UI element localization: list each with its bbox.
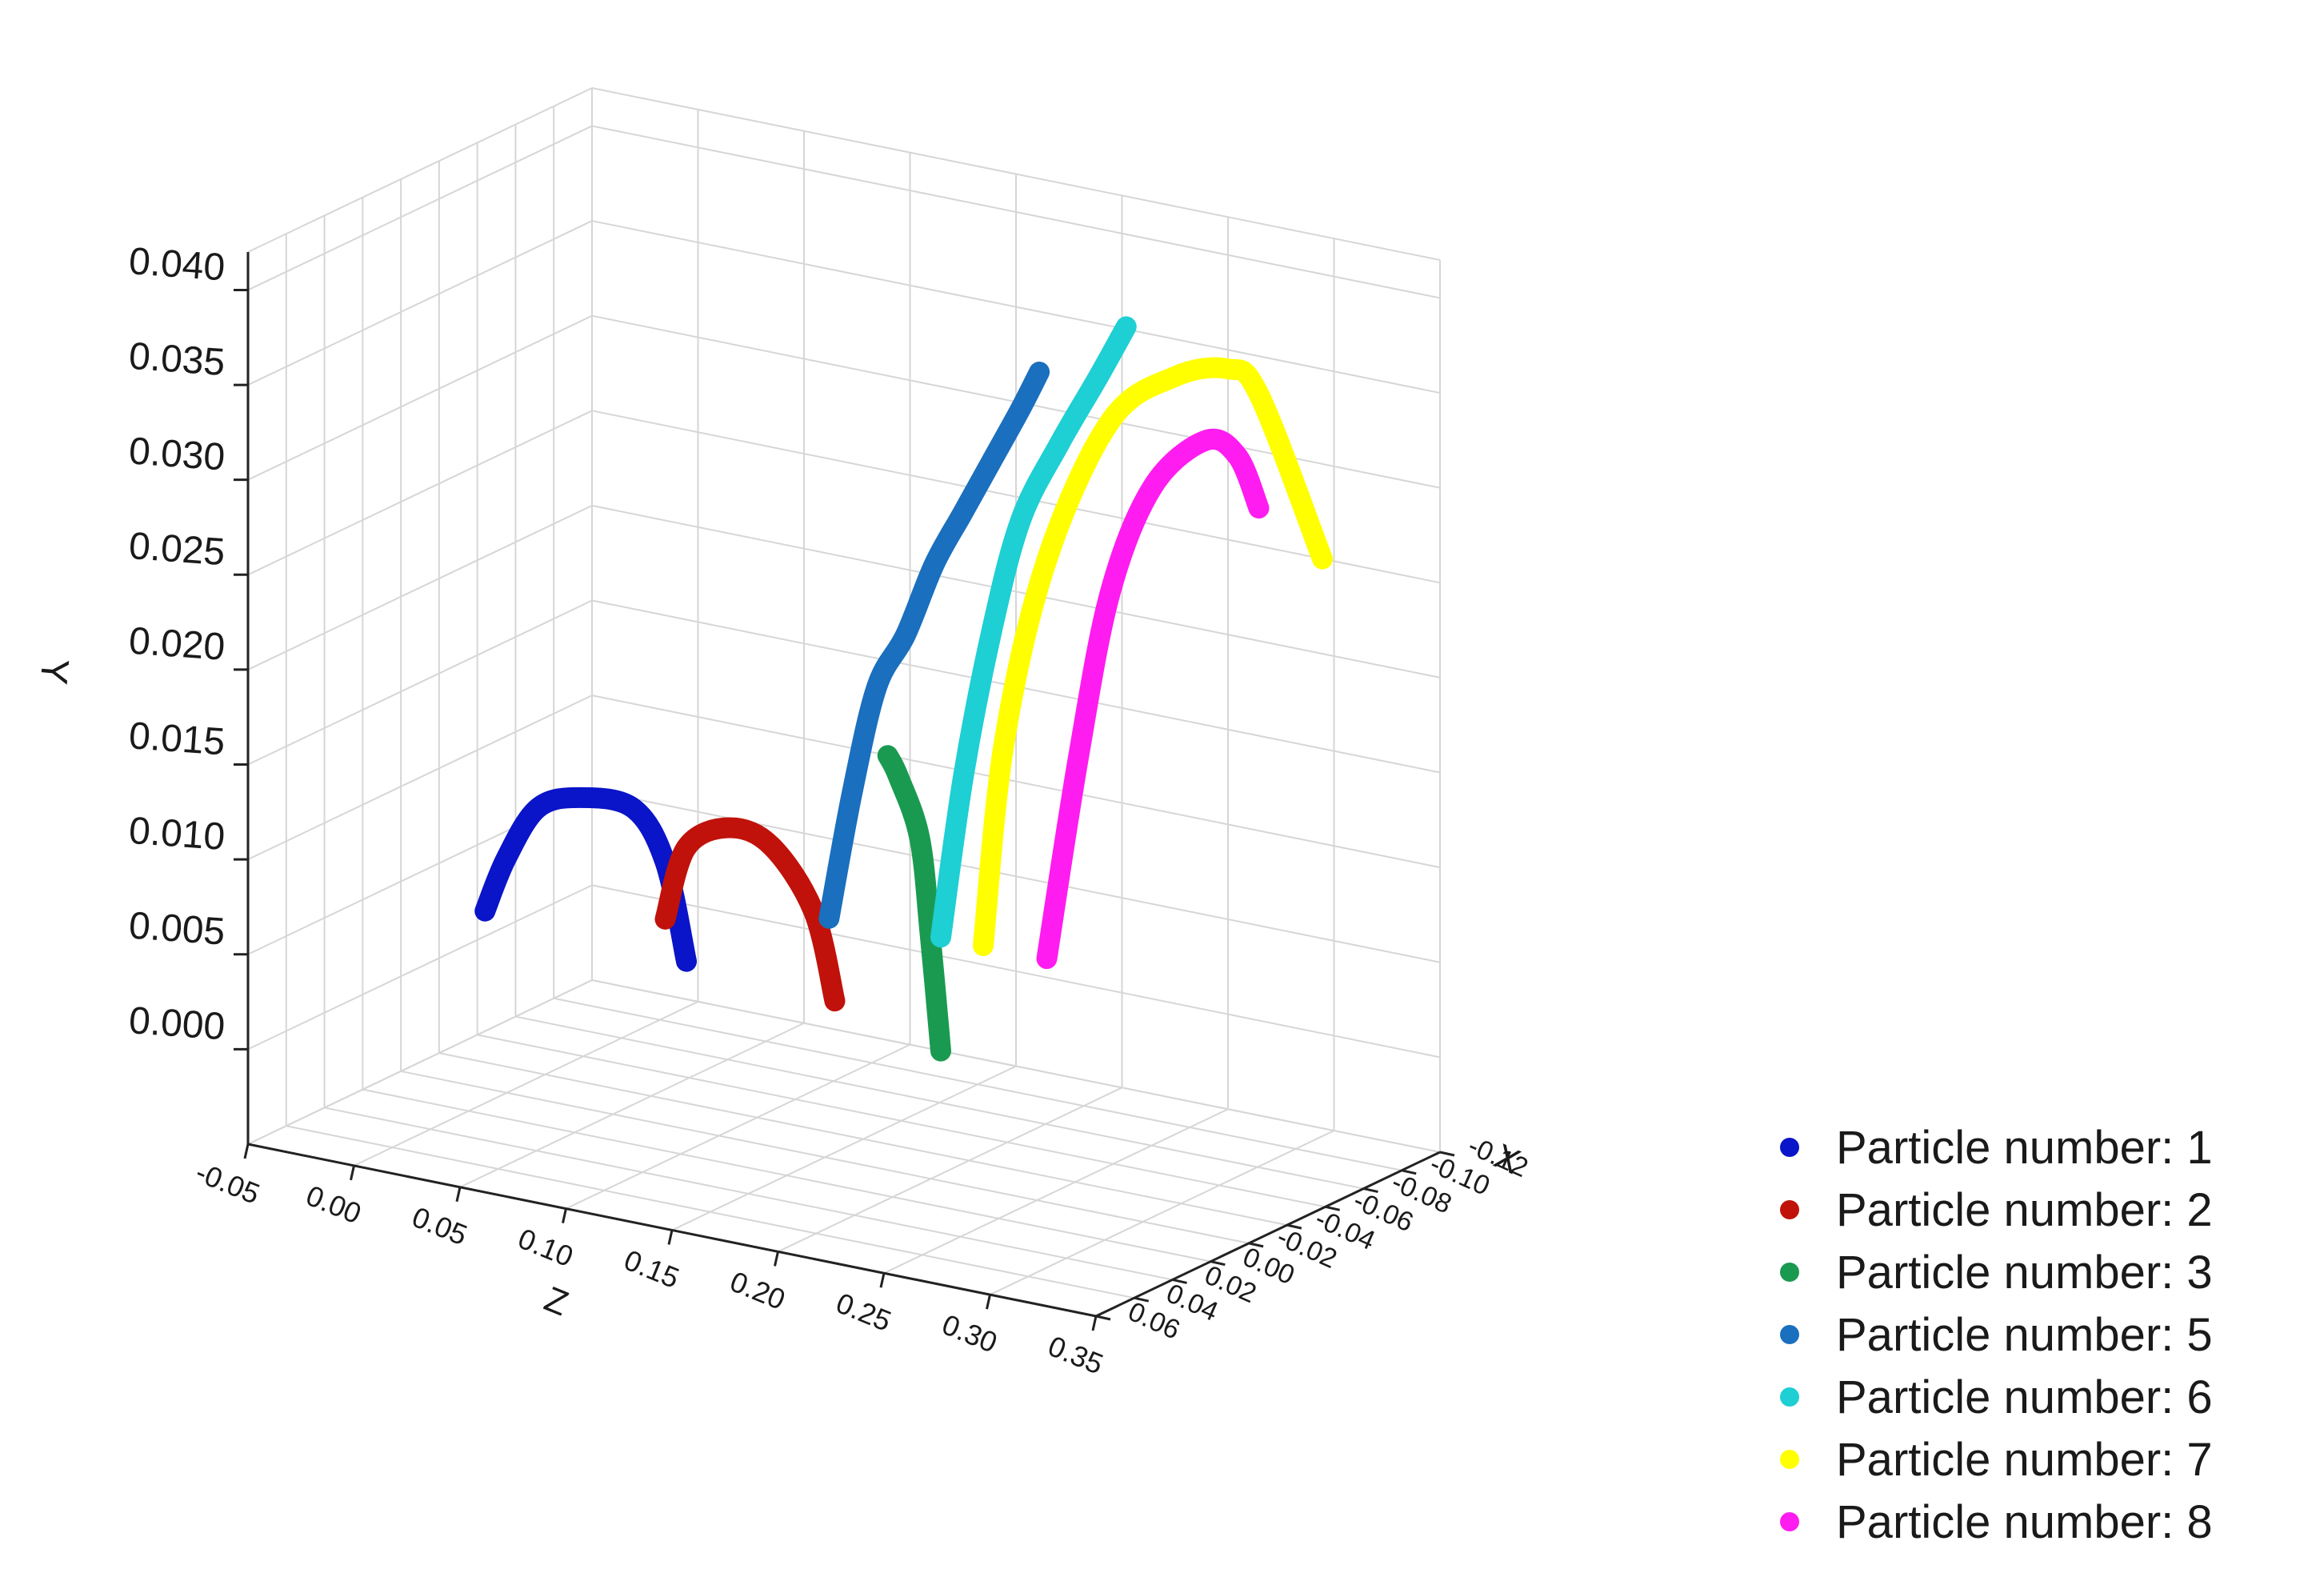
- grid-line: [883, 1108, 1229, 1275]
- grid-line: [286, 1125, 1134, 1299]
- z-tick-label: -0.05: [191, 1155, 264, 1211]
- legend-label: Particle number: 7: [1836, 1433, 2213, 1486]
- grid-line: [438, 1052, 1288, 1227]
- legend-item: Particle number: 2: [1780, 1179, 2213, 1241]
- legend-label: Particle number: 6: [1836, 1371, 2213, 1423]
- grid-line: [247, 884, 593, 1051]
- y-tick-label: 0.025: [127, 525, 226, 574]
- grid-line: [247, 505, 593, 670]
- legend-label: Particle number: 3: [1836, 1246, 2213, 1299]
- series-7-trajectory: [1036, 428, 1270, 970]
- legend-label: Particle number: 2: [1836, 1183, 2213, 1236]
- x-axis-line: [1095, 1151, 1441, 1318]
- grid-line: [247, 979, 593, 1145]
- series-3-trajectory: [877, 745, 951, 1062]
- legend-item: Particle number: 6: [1780, 1366, 2213, 1428]
- z-tick-label: 0.35: [1044, 1329, 1108, 1380]
- z-tick-mark: [350, 1165, 355, 1181]
- legend-marker: [1780, 1387, 1799, 1407]
- grid-line: [477, 1034, 1326, 1208]
- grid: [247, 87, 1441, 1317]
- z-tick-label: 0.20: [726, 1265, 790, 1316]
- y-tick-label: 0.040: [127, 240, 226, 289]
- axes: [234, 252, 1455, 1331]
- grid-line: [247, 314, 593, 481]
- legend-item: Particle number: 7: [1780, 1428, 2213, 1491]
- z-tick-label: 0.10: [514, 1222, 578, 1273]
- legend-marker: [1780, 1200, 1799, 1219]
- z-tick-label: 0.15: [620, 1243, 684, 1295]
- legend-marker: [1780, 1450, 1799, 1469]
- z-tick-mark: [243, 1143, 250, 1159]
- x-tick-mark: [1286, 1223, 1302, 1230]
- y-tick-label: 0.015: [127, 714, 226, 763]
- y-tick-label: 0.000: [127, 999, 226, 1048]
- series-4-trajectory: [818, 362, 1050, 929]
- grid-line: [354, 1000, 698, 1167]
- grid-line: [459, 1022, 805, 1188]
- legend: Particle number: 1 Particle number: 2 Part…: [1780, 1116, 2213, 1553]
- z-tick-label: 0.00: [302, 1179, 366, 1230]
- grid-line: [566, 1043, 910, 1210]
- grid-line: [400, 1070, 1250, 1244]
- z-tick-mark: [667, 1230, 674, 1245]
- z-tick-label: 0.25: [832, 1287, 896, 1338]
- legend-marker: [1780, 1263, 1799, 1282]
- tick-labels: 0.040 0.035 0.030 0.025 0.020 0.015 0.010 0.005…: [32, 240, 1533, 1380]
- legend-label: Particle number: 1: [1836, 1121, 2213, 1174]
- x-tick-mark: [1439, 1151, 1455, 1157]
- z-tick-mark: [562, 1208, 567, 1223]
- z-tick-mark: [879, 1272, 886, 1288]
- legend-marker: [1780, 1325, 1799, 1344]
- z-tick-mark: [455, 1187, 462, 1203]
- y-axis-title: Y: [32, 657, 77, 686]
- legend-label: Particle number: 8: [1836, 1495, 2213, 1548]
- legend-item: Particle number: 3: [1780, 1241, 2213, 1303]
- legend-marker: [1780, 1138, 1799, 1157]
- legend-marker: [1780, 1512, 1799, 1531]
- legend-item: Particle number: 5: [1780, 1303, 2213, 1366]
- grid-line: [671, 1065, 1017, 1231]
- z-tick-label: 0.05: [408, 1200, 472, 1251]
- series-5-trajectory: [930, 316, 1137, 948]
- x-tick-mark: [1172, 1278, 1187, 1284]
- y-tick-label: 0.035: [127, 335, 226, 384]
- x-tick-mark: [1401, 1169, 1417, 1175]
- series-6-trajectory: [973, 357, 1333, 956]
- z-axis-title: Z: [539, 1279, 574, 1324]
- z-tick-mark: [986, 1294, 991, 1310]
- grid-line: [554, 997, 1402, 1171]
- x-tick-mark: [1210, 1260, 1226, 1267]
- x-tick-mark: [1095, 1315, 1111, 1321]
- z-tick-label: 0.30: [938, 1307, 1002, 1359]
- x-tick-mark: [1248, 1242, 1264, 1248]
- legend-label: Particle number: 5: [1836, 1308, 2213, 1361]
- series-layer: [474, 316, 1333, 1062]
- series-2-trajectory: [654, 817, 846, 1012]
- y-tick-label: 0.005: [127, 904, 226, 953]
- z-tick-mark: [1091, 1315, 1098, 1331]
- y-tick-label: 0.020: [127, 620, 226, 669]
- grid-line: [247, 220, 593, 386]
- grid-line: [778, 1087, 1122, 1253]
- grid-line: [362, 1088, 1211, 1263]
- grid-line: [515, 1015, 1364, 1190]
- legend-item: Particle number: 8: [1780, 1491, 2213, 1553]
- grid-line: [247, 87, 593, 253]
- grid-line: [324, 1107, 1173, 1281]
- legend-item: Particle number: 1: [1780, 1116, 2213, 1179]
- x-tick-mark: [1325, 1205, 1340, 1211]
- z-tick-mark: [774, 1251, 779, 1267]
- y-tick-label: 0.030: [127, 430, 226, 478]
- y-tick-label: 0.010: [127, 810, 226, 859]
- grid-line: [247, 410, 593, 576]
- grid-line: [247, 599, 593, 766]
- grid-line: [247, 125, 593, 291]
- x-tick-mark: [1134, 1296, 1150, 1303]
- grid-line: [990, 1130, 1334, 1296]
- x-tick-mark: [1363, 1187, 1378, 1194]
- grid-line: [247, 694, 593, 861]
